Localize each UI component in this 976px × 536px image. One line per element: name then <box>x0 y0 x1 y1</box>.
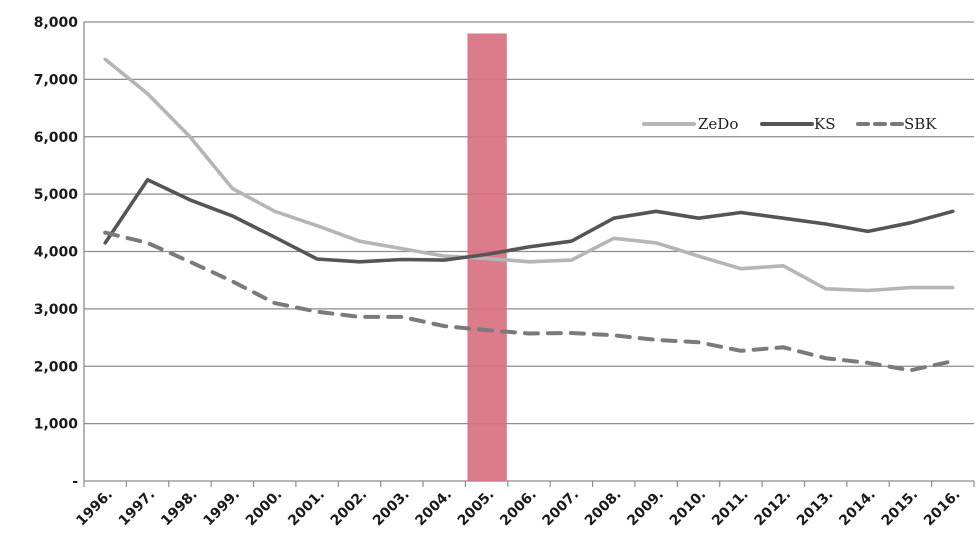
y-tick-label: 5,000 <box>34 187 79 203</box>
y-tick-label: 2,000 <box>34 359 79 375</box>
x-tick-label: 2004. <box>412 487 455 530</box>
y-tick-label: 7,000 <box>34 72 79 88</box>
x-tick-label: 2008. <box>582 487 625 530</box>
x-tick-label: 2013. <box>794 487 837 530</box>
x-tick-label: 1999. <box>201 487 244 530</box>
x-tick-label: 2003. <box>370 487 413 530</box>
x-tick-label: 2005. <box>455 487 498 530</box>
x-tick-label: 2016. <box>921 487 964 530</box>
series-line-zedo <box>103 57 955 293</box>
x-tick-label: 2014. <box>836 487 879 530</box>
x-tick-label: 2002. <box>328 487 371 530</box>
x-tick-label: 1996. <box>73 487 116 530</box>
y-tick-label: 4,000 <box>34 245 79 261</box>
x-tick-label: 2001. <box>285 487 328 530</box>
legend-label-zedo: ZeDo <box>698 115 738 133</box>
y-tick-label: 8,000 <box>34 15 79 31</box>
series-line-ks <box>103 178 955 264</box>
x-tick-label: 2007. <box>540 487 583 530</box>
x-tick-label: 2009. <box>624 487 667 530</box>
x-tick-label: 1998. <box>158 487 201 530</box>
y-tick-label: 1,000 <box>34 417 79 433</box>
x-tick-label: 2015. <box>879 487 922 530</box>
x-tick-label: 2006. <box>497 487 540 530</box>
series-line-sbk <box>103 230 955 373</box>
x-tick-label: 2000. <box>243 487 286 530</box>
x-tick-label: 2011. <box>709 487 752 530</box>
y-tick-label: 6,000 <box>34 130 79 146</box>
x-tick-label: 2012. <box>751 487 794 530</box>
y-tick-label: - <box>72 474 78 490</box>
legend-label-sbk: SBK <box>904 115 937 133</box>
x-tick-label: 2010. <box>667 487 710 530</box>
legend-label-ks: KS <box>814 115 835 133</box>
y-tick-label: 3,000 <box>34 302 79 318</box>
x-tick-label: 1997. <box>116 487 159 530</box>
